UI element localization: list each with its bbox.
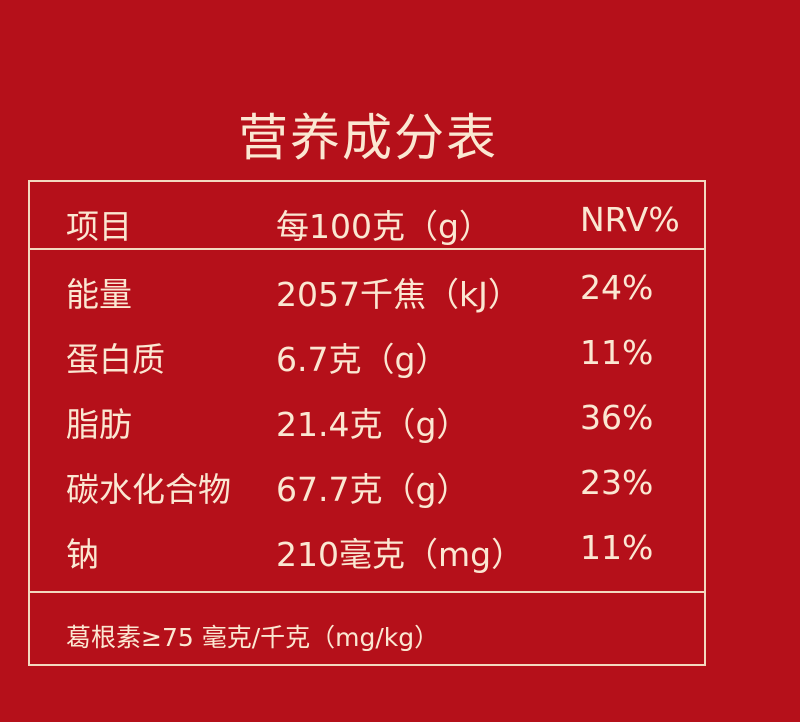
header-per100: 每100克（g） — [276, 207, 492, 246]
table-header: 项目 每100克（g） NRV% — [30, 200, 704, 260]
row-item: 碳水化合物 — [66, 470, 231, 509]
footnote: 葛根素≥75 毫克/千克（mg/kg） — [66, 623, 440, 652]
row-nrv: 23% — [580, 463, 654, 502]
row-per100: 21.4克（g） — [276, 405, 470, 444]
row-nrv: 36% — [580, 398, 654, 437]
footer-divider — [30, 591, 704, 593]
row-item: 能量 — [66, 275, 132, 314]
table-row: 能量 2057千焦（kJ） 24% — [30, 268, 704, 328]
table-row: 碳水化合物 67.7克（g） 23% — [30, 463, 704, 523]
header-nrv: NRV% — [580, 200, 680, 239]
row-per100: 210毫克（mg） — [276, 535, 525, 574]
row-item: 蛋白质 — [66, 340, 165, 379]
row-per100: 6.7克（g） — [276, 340, 449, 379]
table-row: 钠 210毫克（mg） 11% — [30, 528, 704, 588]
header-item: 项目 — [66, 207, 132, 246]
row-per100: 67.7克（g） — [276, 470, 470, 509]
table-row: 脂肪 21.4克（g） 36% — [30, 398, 704, 458]
row-per100: 2057千焦（kJ） — [276, 275, 521, 314]
page-title: 营养成分表 — [238, 109, 498, 167]
nutrition-table: 项目 每100克（g） NRV% 能量 2057千焦（kJ） 24% 蛋白质 6… — [28, 180, 706, 666]
row-nrv: 11% — [580, 333, 654, 372]
row-nrv: 24% — [580, 268, 654, 307]
row-item: 钠 — [66, 535, 99, 574]
row-item: 脂肪 — [66, 405, 132, 444]
table-row: 蛋白质 6.7克（g） 11% — [30, 333, 704, 393]
row-nrv: 11% — [580, 528, 654, 567]
header-divider — [30, 248, 704, 250]
